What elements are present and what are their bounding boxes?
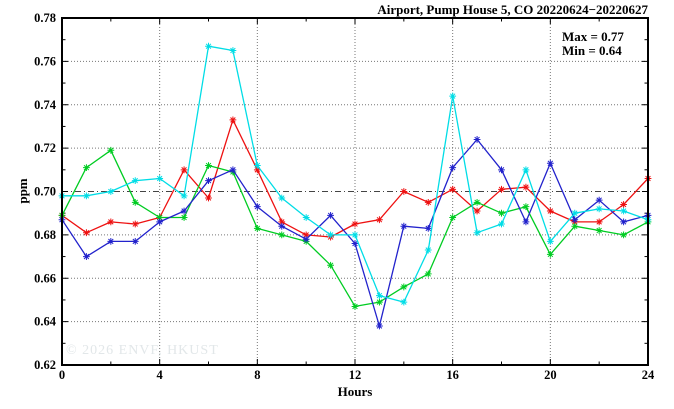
y-tick-label: 0.74 (34, 98, 57, 112)
y-tick-label: 0.68 (34, 228, 56, 242)
y-tick-label: 0.62 (34, 358, 56, 372)
max-value-label: Max = 0.77 (562, 29, 624, 44)
y-tick-labels: 0.62 0.64 0.66 0.68 0.70 0.72 0.74 0.76 0.78 (34, 11, 57, 372)
y-tick-label: 0.70 (34, 185, 56, 199)
gridlines (62, 18, 648, 365)
x-tick-label: 16 (446, 368, 459, 382)
y-tick-label: 0.76 (34, 54, 56, 68)
x-tick-label: 0 (59, 368, 65, 382)
x-tick-label: 4 (157, 368, 164, 382)
y-tick-label: 0.72 (34, 141, 56, 155)
x-tick-labels: 0 4 8 12 16 20 24 (59, 368, 655, 382)
watermark: © 2026 ENVF, HKUST (66, 343, 219, 358)
series-day-2-green (58, 146, 652, 310)
y-axis-label: ppm (15, 178, 30, 204)
plot-border (61, 17, 649, 366)
x-tick-label: 20 (544, 368, 557, 382)
y-tick-label: 0.64 (34, 315, 57, 329)
min-value-label: Min = 0.64 (562, 43, 622, 58)
y-tick-label: 0.66 (34, 271, 56, 285)
x-tick-label: 12 (349, 368, 362, 382)
x-tick-label: 8 (254, 368, 260, 382)
stats-legend: Max = 0.77 Min = 0.64 (562, 30, 624, 58)
x-axis-label: Hours (337, 384, 373, 399)
x-tick-label: 24 (642, 368, 655, 382)
chart-title: Airport, Pump House 5, CO 20220624−20220… (377, 2, 648, 17)
y-tick-label: 0.78 (34, 11, 56, 25)
